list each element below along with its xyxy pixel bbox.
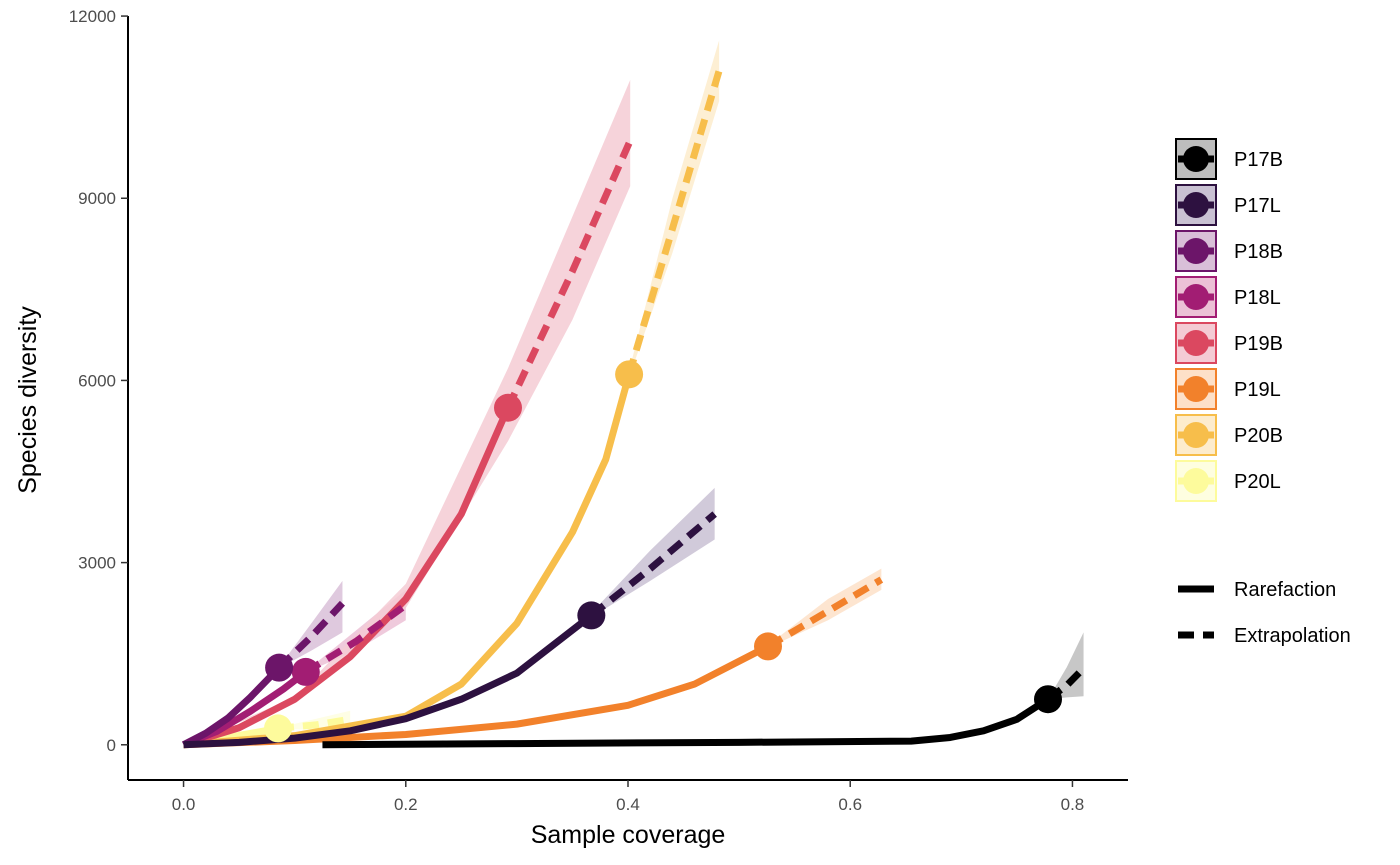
legend-label: P17B <box>1234 149 1283 171</box>
legend-label: P18B <box>1234 241 1283 263</box>
x-tick-label: 0.6 <box>838 795 862 814</box>
legend-label: P17L <box>1234 195 1281 217</box>
x-tick-label: 0.8 <box>1061 795 1085 814</box>
extrapolation-line-p17l <box>589 511 717 619</box>
rarefaction-line-p19b <box>182 406 512 749</box>
legend-label: P18L <box>1234 287 1281 309</box>
observed-point-p20l <box>264 714 292 743</box>
observed-point-p19b <box>494 393 522 422</box>
rarefaction-line-p17b <box>322 696 1050 749</box>
extrapolation-line-p18l <box>303 602 408 675</box>
band-p17b <box>1048 632 1084 700</box>
extrapolation-line-p18b <box>276 600 346 671</box>
linetype-legend-rarefaction: Rarefaction <box>1178 579 1336 601</box>
band-p19l <box>768 568 882 648</box>
x-tick-label: 0.2 <box>394 795 418 814</box>
band-p18b <box>279 580 343 669</box>
y-tick-label: 6000 <box>78 371 116 390</box>
legend-item-p19l: P19L <box>1175 368 1281 410</box>
extrapolation-line-p19l <box>766 576 884 650</box>
observed-point-p18b <box>265 653 294 682</box>
legend-label: P20B <box>1234 425 1283 447</box>
linetype-label: Rarefaction <box>1234 579 1336 601</box>
linetype-legend-extrapolation: Extrapolation <box>1178 625 1351 647</box>
legend-key-point <box>1183 376 1209 402</box>
legend-label: P19L <box>1234 379 1281 401</box>
y-tick-label: 9000 <box>78 189 116 208</box>
legend-label: P19B <box>1234 333 1283 355</box>
legend-key-point <box>1183 192 1209 218</box>
y-axis-title: Species diversity <box>14 306 42 494</box>
legend-item-p18l: P18L <box>1175 276 1281 318</box>
extrapolation-line-p20b <box>625 69 723 376</box>
band-p17l <box>591 487 715 618</box>
y-tick-label: 0 <box>107 736 116 755</box>
x-axis-title: Sample coverage <box>531 821 726 849</box>
legend-item-p20l: P20L <box>1175 460 1281 502</box>
observed-point-p17b <box>1034 685 1062 714</box>
x-tick-label: 0.4 <box>616 795 640 814</box>
observed-point-p20b <box>615 360 644 389</box>
legend-key-point <box>1183 330 1209 356</box>
legend-item-p20b: P20B <box>1175 414 1283 456</box>
confidence-bands <box>183 40 1084 745</box>
axes: 0.0 0.2 0.4 0.6 0.8 0 3000 6000 9000 12000 <box>69 7 1128 814</box>
y-tick-label: 3000 <box>78 554 116 573</box>
legend-item-p17b: P17B <box>1175 138 1283 180</box>
x-tick-label: 0.0 <box>172 795 196 814</box>
rarefaction-line-p18b <box>181 665 282 748</box>
legend-key-point <box>1183 146 1209 172</box>
observed-point-p19l <box>754 632 782 661</box>
legend-key-point <box>1183 284 1209 310</box>
legend: P17B P17L P18B P18L P19B P19L P20B P20L Rarefact… <box>1175 138 1351 647</box>
linetype-label: Extrapolation <box>1234 625 1351 647</box>
band-p19b <box>183 79 631 745</box>
observed-point-p18l <box>291 657 320 686</box>
legend-item-p17l: P17L <box>1175 184 1281 226</box>
observed-points <box>264 360 1062 743</box>
legend-item-p19b: P19B <box>1175 322 1283 364</box>
y-tick-label: 12000 <box>69 7 116 26</box>
band-p20b <box>629 40 720 378</box>
legend-key-point <box>1183 238 1209 264</box>
extrapolation-line-p19b <box>504 139 634 410</box>
legend-label: P20L <box>1234 471 1281 493</box>
observed-point-p17l <box>577 601 606 630</box>
rarefaction-line-p17l <box>183 612 594 749</box>
rarefaction-line-p20b <box>183 373 633 749</box>
legend-key-point <box>1183 422 1209 448</box>
legend-key-point <box>1183 468 1209 494</box>
series-lines <box>181 69 1087 749</box>
legend-item-p18b: P18B <box>1175 230 1283 272</box>
